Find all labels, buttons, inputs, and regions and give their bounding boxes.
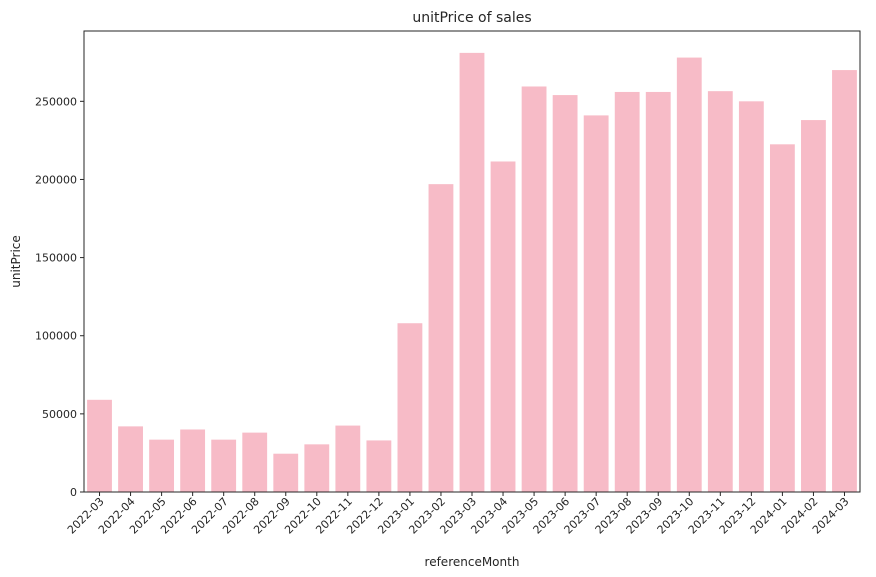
bar-2022-11 xyxy=(335,425,361,492)
bar-2023-08 xyxy=(614,91,640,492)
y-tick-label: 50000 xyxy=(42,408,77,421)
bar-2022-03 xyxy=(87,399,112,492)
y-tick-label: 150000 xyxy=(35,252,77,265)
bar-2024-03 xyxy=(832,70,857,492)
y-axis: 0 50000 100000 150000 200000 250000 xyxy=(35,95,84,499)
bar-2023-02 xyxy=(428,184,454,492)
bar-2022-12 xyxy=(366,440,392,492)
y-axis-label: unitPrice xyxy=(9,235,23,288)
y-tick-label: 100000 xyxy=(35,330,77,343)
bar-2023-09 xyxy=(645,91,671,492)
bar-2023-05 xyxy=(521,86,547,492)
y-tick-label: 200000 xyxy=(35,173,77,186)
x-axis-label: referenceMonth xyxy=(425,555,520,569)
bar-2023-12 xyxy=(738,101,764,492)
x-axis: 2022-032022-042022-052022-062022-072022-… xyxy=(65,492,852,537)
chart-title: unitPrice of sales xyxy=(412,10,531,26)
bar-2023-03 xyxy=(459,52,485,492)
bar-2022-04 xyxy=(118,426,143,492)
bar-2023-11 xyxy=(707,91,733,492)
bar-2022-05 xyxy=(149,439,175,492)
bar-2022-10 xyxy=(304,444,330,492)
bar-2023-07 xyxy=(583,115,609,492)
bar-2022-06 xyxy=(180,429,206,492)
bar-2023-04 xyxy=(490,161,516,493)
bars-group xyxy=(87,52,857,493)
bar-2022-07 xyxy=(211,439,237,492)
bar-2024-02 xyxy=(801,120,826,492)
bar-2023-01 xyxy=(397,323,423,492)
bar-2022-08 xyxy=(242,432,268,492)
bar-2024-01 xyxy=(769,144,795,493)
y-tick-label: 0 xyxy=(70,486,77,499)
bar-2023-06 xyxy=(552,95,578,492)
y-tick-label: 250000 xyxy=(35,95,77,108)
bar-2023-10 xyxy=(676,57,702,492)
bar-2022-09 xyxy=(273,453,299,492)
